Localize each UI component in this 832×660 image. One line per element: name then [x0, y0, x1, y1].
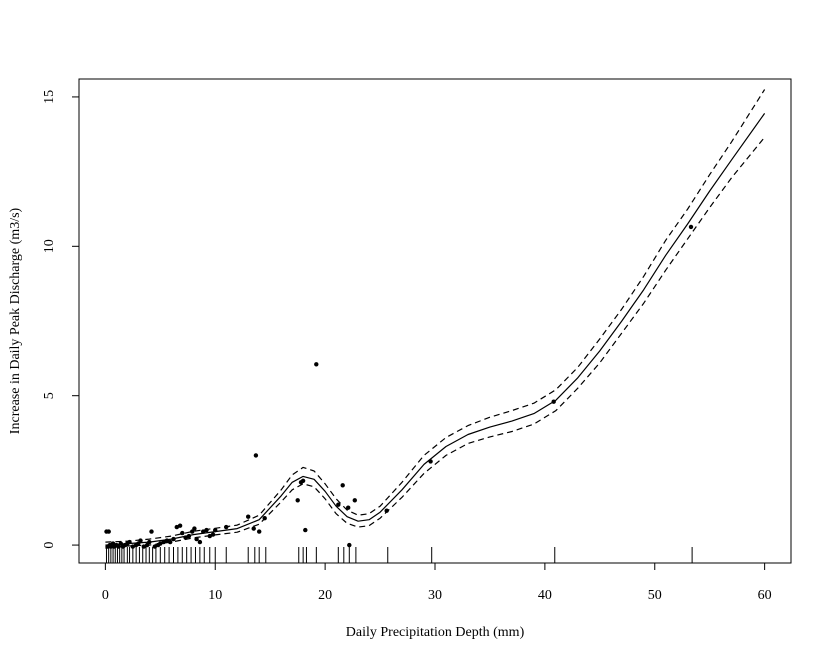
- data-point: [347, 542, 352, 548]
- x-axis: 0 10 20 30 40 50 60: [102, 563, 772, 603]
- data-point: [127, 539, 132, 545]
- data-point: [295, 498, 300, 503]
- upper-band-line: [105, 89, 766, 543]
- data-point: [197, 539, 203, 545]
- data-point: [224, 524, 229, 530]
- data-point: [138, 538, 143, 543]
- data-point: [177, 523, 183, 528]
- data-point: [164, 538, 170, 543]
- data-point: [186, 533, 192, 539]
- plot-frame: [78, 78, 792, 564]
- data-point: [246, 514, 251, 519]
- data-point: [688, 224, 694, 230]
- data-point: [171, 536, 176, 542]
- data-point: [106, 529, 111, 534]
- data-point: [168, 539, 173, 545]
- y-tick-label: 5: [42, 392, 57, 399]
- x-tick-label: 50: [648, 588, 662, 603]
- y-tick-label: 10: [42, 239, 57, 253]
- y-tick-label: 0: [42, 542, 57, 549]
- data-point: [161, 539, 166, 545]
- data-point: [262, 516, 267, 521]
- data-point: [204, 527, 209, 533]
- x-tick-label: 20: [318, 588, 332, 603]
- data-point: [346, 505, 351, 510]
- data-point: [149, 529, 154, 534]
- data-point: [336, 502, 341, 507]
- x-tick-label: 0: [102, 588, 109, 603]
- data-point: [130, 544, 135, 549]
- data-point: [384, 508, 389, 513]
- data-point: [174, 524, 179, 530]
- y-axis-label: Increase in Daily Peak Discharge (m3/s): [8, 207, 23, 434]
- data-point: [141, 544, 146, 549]
- series-lines: [105, 89, 766, 549]
- data-point: [213, 527, 218, 533]
- data-point: [251, 526, 256, 531]
- data-point: [152, 544, 157, 549]
- data-point: [257, 529, 262, 534]
- data-point: [210, 532, 216, 537]
- data-point: [192, 526, 197, 531]
- data-point: [183, 535, 188, 540]
- data-point: [340, 483, 345, 488]
- x-tick-label: 60: [758, 588, 772, 603]
- data-point: [551, 399, 556, 404]
- data-point: [158, 541, 163, 546]
- data-point: [352, 498, 357, 503]
- data-points: [104, 224, 694, 549]
- data-point: [194, 536, 199, 542]
- data-point: [314, 362, 319, 367]
- rug-marks: [105, 547, 693, 563]
- data-point: [300, 478, 306, 483]
- data-point: [201, 529, 206, 534]
- y-tick-label: 15: [42, 90, 57, 104]
- x-tick-label: 10: [208, 588, 222, 603]
- x-tick-label: 40: [538, 588, 552, 603]
- x-tick-label: 30: [428, 588, 442, 603]
- data-point: [147, 539, 152, 545]
- data-point: [180, 530, 185, 536]
- y-axis: 0 5 10 15: [42, 90, 79, 549]
- data-point: [303, 527, 308, 533]
- data-point: [428, 459, 433, 464]
- fit-line: [105, 113, 766, 546]
- lower-band-line: [105, 136, 766, 549]
- x-axis-label: Daily Precipitation Depth (mm): [346, 625, 525, 640]
- data-point: [253, 453, 259, 458]
